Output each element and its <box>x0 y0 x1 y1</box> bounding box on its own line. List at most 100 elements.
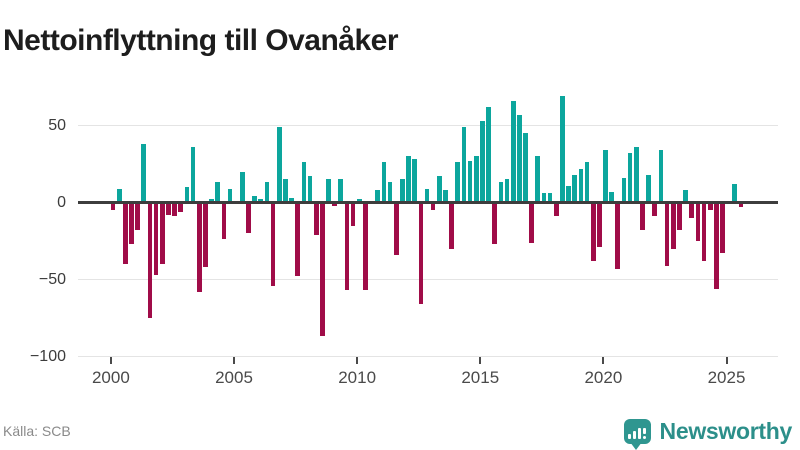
x-axis-tick-2000 <box>109 357 112 364</box>
bar-2010Q1 <box>356 199 362 203</box>
bar-2020Q4 <box>621 177 627 203</box>
bar-2016Q4 <box>523 133 528 203</box>
bar-2018Q3 <box>566 185 571 203</box>
bar-2012Q2 <box>412 159 418 203</box>
bar-2007Q4 <box>301 162 307 203</box>
x-axis-label-2005: 2005 <box>215 368 253 387</box>
bar-2016Q3 <box>516 114 522 203</box>
bar-2003Q4 <box>203 202 208 268</box>
bar-2011Q2 <box>387 182 393 203</box>
bar-2008Q4 <box>326 179 331 203</box>
bar-2017Q2 <box>535 156 541 203</box>
bar-2006Q1 <box>258 199 264 203</box>
bar-2000Q4 <box>129 202 134 245</box>
gridline--100 <box>78 356 778 357</box>
x-axis-label-2015: 2015 <box>461 368 500 387</box>
y-axis-label-0: 0 <box>57 193 66 211</box>
bar-2013Q3 <box>443 190 448 203</box>
gridline--50 <box>78 279 778 280</box>
bar-2011Q3 <box>393 202 399 255</box>
page-title: Nettoinflyttning till Ovanåker <box>3 24 399 58</box>
bar-2003Q2 <box>190 147 196 203</box>
speech-bubble-bar-chart-icon <box>623 418 651 450</box>
zero-axis-line <box>78 201 778 204</box>
bar-2007Q3 <box>295 202 301 277</box>
bar-2023Q2 <box>683 190 688 203</box>
bar-2003Q3 <box>196 202 202 292</box>
bar-2023Q3 <box>689 202 695 218</box>
speech-bubble-tail <box>629 441 642 450</box>
x-axis-label-2020: 2020 <box>584 368 623 387</box>
bar-2009Q3 <box>344 202 350 291</box>
x-axis-label-2000: 2000 <box>91 368 130 387</box>
bar-2005Q4 <box>252 196 257 203</box>
bar-2022Q1 <box>652 202 658 217</box>
bar-2021Q3 <box>640 202 645 231</box>
bar-2018Q4 <box>572 174 578 203</box>
bar-2001Q4 <box>153 202 159 275</box>
bar-2001Q2 <box>141 143 147 203</box>
bar-2014Q1 <box>455 162 461 203</box>
bar-2017Q3 <box>541 193 547 203</box>
bar-2006Q2 <box>264 182 270 203</box>
bar-2014Q2 <box>461 127 467 203</box>
bar-2019Q2 <box>584 162 590 203</box>
bar-2021Q1 <box>627 153 633 203</box>
bar-2015Q3 <box>492 202 498 245</box>
bar-2004Q3 <box>221 202 227 240</box>
bar-2011Q1 <box>381 162 387 203</box>
bar-2002Q3 <box>172 202 177 217</box>
bar-2006Q4 <box>276 127 282 203</box>
x-axis-tick-2015 <box>479 357 482 364</box>
bar-2016Q1 <box>504 179 510 203</box>
bar-2019Q4 <box>597 202 602 248</box>
x-axis-tick-2020 <box>602 357 605 364</box>
bar-2003Q1 <box>184 187 190 203</box>
bar-2014Q3 <box>467 160 473 203</box>
bar-2013Q2 <box>436 176 442 203</box>
bar-2008Q3 <box>320 202 325 337</box>
bar-2002Q4 <box>178 202 184 212</box>
bar-2019Q1 <box>578 168 584 203</box>
bar-2004Q4 <box>227 188 233 203</box>
bar-2013Q4 <box>449 202 454 249</box>
bar-2011Q4 <box>400 179 405 203</box>
bar-2000Q1 <box>110 202 116 211</box>
bar-2017Q1 <box>529 202 534 243</box>
net-migration-bar-chart: 50 0 −50 −100 2000 2005 2010 2015 2020 2025 <box>29 96 778 387</box>
bar-2016Q2 <box>510 100 516 203</box>
y-axis-label-50: 50 <box>48 116 66 134</box>
bar-2021Q2 <box>633 147 639 203</box>
bar-2006Q3 <box>270 202 276 286</box>
bar-2004Q2 <box>215 182 221 203</box>
bar-2000Q3 <box>123 202 128 265</box>
bar-2023Q1 <box>677 202 682 231</box>
bar-2000Q2 <box>116 188 122 203</box>
bar-2017Q4 <box>547 193 553 203</box>
bar-2001Q3 <box>147 202 153 318</box>
source-note: Källa: SCB <box>3 423 71 439</box>
bar-2007Q1 <box>283 179 288 203</box>
bar-2007Q2 <box>289 197 294 203</box>
bar-2013Q1 <box>430 202 436 211</box>
bar-2002Q2 <box>166 202 171 215</box>
bar-2018Q1 <box>553 202 559 217</box>
x-axis-label-2010: 2010 <box>338 368 377 387</box>
bar-2020Q3 <box>615 202 621 269</box>
bar-2008Q1 <box>307 176 313 203</box>
bar-2012Q1 <box>406 156 411 203</box>
bar-2024Q2 <box>707 202 713 211</box>
bar-2020Q1 <box>603 150 608 203</box>
bar-2020Q2 <box>609 191 615 203</box>
bar-2005Q3 <box>246 202 251 234</box>
bar-2015Q1 <box>480 120 485 203</box>
x-axis-tick-2010 <box>356 357 359 364</box>
newsworthy-logo[interactable]: Newsworthy <box>623 414 792 450</box>
bar-2009Q4 <box>350 202 356 226</box>
y-axis-label--100: −100 <box>29 347 66 365</box>
bar-2022Q3 <box>664 202 670 266</box>
y-axis-label--50: −50 <box>38 270 66 288</box>
bar-2015Q4 <box>498 182 504 203</box>
bar-2024Q4 <box>720 202 725 254</box>
bar-2004Q1 <box>209 199 214 203</box>
